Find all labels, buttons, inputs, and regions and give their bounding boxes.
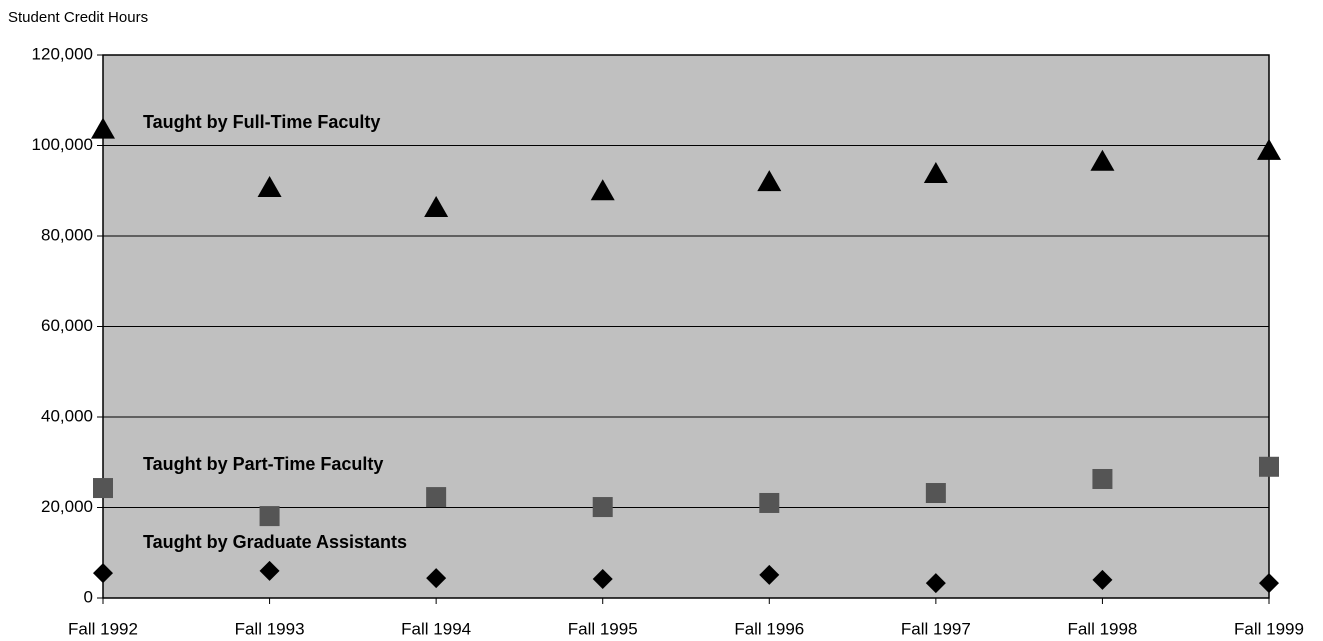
point (925, 573, 946, 594)
series-label: Taught by Full-Time Faculty (143, 112, 380, 132)
y-tick-label: 40,000 (41, 406, 93, 425)
x-tick-label: Fall 1996 (734, 619, 804, 638)
y-tick-label: 0 (84, 587, 93, 606)
series-label: Taught by Graduate Assistants (143, 532, 407, 552)
series-label: Taught by Part-Time Faculty (143, 454, 383, 474)
point (259, 560, 280, 581)
point (1259, 573, 1279, 594)
x-tick-label: Fall 1993 (235, 619, 305, 638)
y-tick-label: 80,000 (41, 225, 93, 244)
y-tick-label: 60,000 (41, 316, 93, 335)
x-tick-label: Fall 1995 (568, 619, 638, 638)
point (257, 176, 282, 198)
x-tick-label: Fall 1998 (1067, 619, 1137, 638)
y-tick-label: 100,000 (32, 135, 93, 154)
point (757, 170, 782, 192)
point (93, 478, 113, 499)
point (590, 179, 615, 201)
point (1092, 468, 1113, 489)
point (1092, 569, 1113, 590)
x-tick-label: Fall 1994 (401, 619, 471, 638)
x-tick-label: Fall 1997 (901, 619, 971, 638)
point (1090, 149, 1115, 171)
point (426, 568, 447, 589)
x-tick-label: Fall 1992 (68, 619, 138, 638)
point (259, 506, 280, 527)
point (592, 568, 613, 589)
y-tick-label: 120,000 (32, 44, 93, 63)
point (93, 563, 113, 584)
point (426, 487, 447, 508)
point (1259, 456, 1279, 477)
point (592, 497, 613, 518)
point (759, 564, 780, 585)
point (1257, 138, 1281, 160)
y-tick-label: 20,000 (41, 497, 93, 516)
point (923, 162, 948, 184)
x-tick-label: Fall 1999 (1234, 619, 1304, 638)
point (91, 117, 115, 139)
point (759, 492, 780, 513)
plot-border (102, 54, 1270, 599)
y-axis-label: Student Credit Hours (8, 9, 148, 26)
point (424, 195, 449, 217)
point (925, 483, 946, 504)
